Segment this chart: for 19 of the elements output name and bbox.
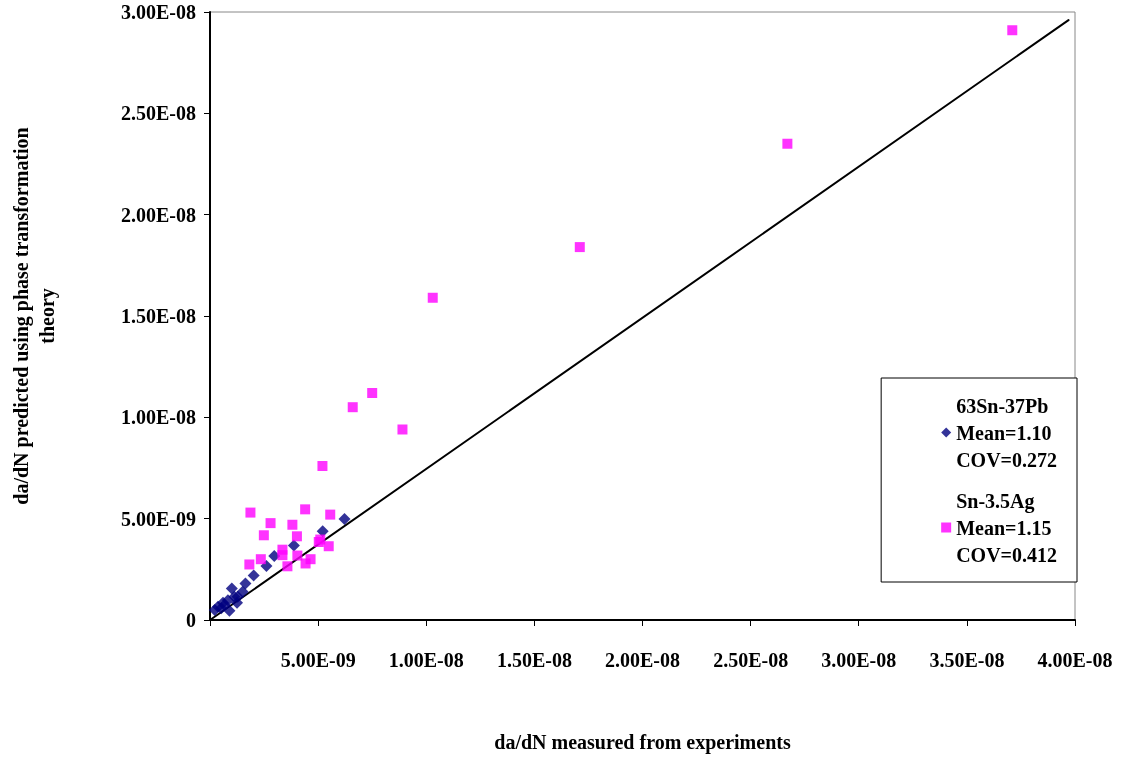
- y-tick-label: 5.00E-09: [121, 507, 196, 530]
- y-axis-title: da/dN predicted using phase transformation theory: [10, 127, 59, 505]
- x-axis-title: da/dN measured from experiments: [494, 731, 791, 754]
- y-tick-label: 2.00E-08: [121, 203, 196, 226]
- x-tick-label: 1.50E-08: [496, 649, 572, 671]
- y-tick-label: 0: [186, 609, 196, 631]
- legend-label: 63Sn-37Pb Mean=1.10 COV=0.272: [956, 394, 1057, 471]
- legend-label: Sn-3.5Ag Mean=1.15 COV=0.412: [956, 489, 1057, 566]
- x-tick-label: 1.00E-08: [388, 649, 464, 671]
- y-tick-label: 3.00E-08: [121, 1, 196, 23]
- x-tick-label: 5.00E-09: [280, 649, 356, 671]
- y-tick-label: 1.50E-08: [121, 305, 196, 327]
- x-tick-label: 2.00E-08: [605, 649, 680, 671]
- y-tick-label: 1.00E-08: [121, 406, 196, 429]
- x-tick-label: 4.00E-08: [1037, 649, 1113, 671]
- x-tick-label: 3.50E-08: [929, 649, 1005, 671]
- x-tick-label: 3.00E-08: [821, 649, 897, 671]
- x-tick-label: 2.50E-08: [713, 649, 789, 671]
- y-tick-label: 2.50E-08: [121, 102, 196, 125]
